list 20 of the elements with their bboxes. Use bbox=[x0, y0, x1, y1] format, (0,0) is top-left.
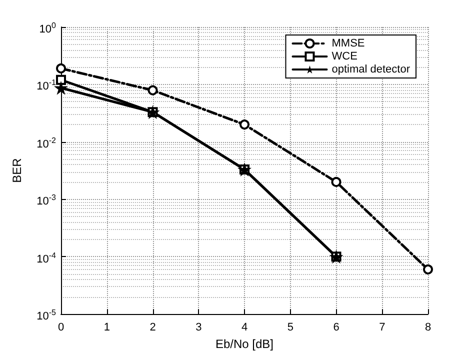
x-tick-label: 3 bbox=[196, 322, 202, 334]
y-tick-label: 10$^{-1}$ bbox=[36, 77, 56, 94]
x-tick-label: 4 bbox=[241, 322, 248, 334]
x-tick-label: 2 bbox=[150, 322, 156, 334]
x-tick-label: 8 bbox=[424, 322, 432, 334]
legend-label: optimal detector bbox=[332, 64, 410, 76]
y-tick-label: 10$^{-2}$ bbox=[36, 134, 56, 152]
legend-label: MMSE bbox=[332, 38, 365, 50]
x-tick-label: 5 bbox=[287, 322, 294, 334]
y-tick-label: 10$^{-3}$ bbox=[36, 192, 56, 209]
x-tick-label: 6 bbox=[333, 322, 340, 334]
y-axis-title: BER bbox=[10, 158, 24, 183]
x-tick-label: 1 bbox=[104, 322, 110, 334]
legend-label: WCE bbox=[332, 50, 358, 62]
x-tick-label: 0 bbox=[58, 322, 64, 334]
y-tick-label: 10$^{0}$ bbox=[39, 20, 56, 37]
x-axis-title: Eb/No [dB] bbox=[215, 337, 274, 351]
x-tick-label: 7 bbox=[379, 322, 386, 334]
y-tick-label: 10$^{-4}$ bbox=[36, 250, 56, 266]
y-tick-label: 10$^{-5}$ bbox=[36, 307, 56, 324]
